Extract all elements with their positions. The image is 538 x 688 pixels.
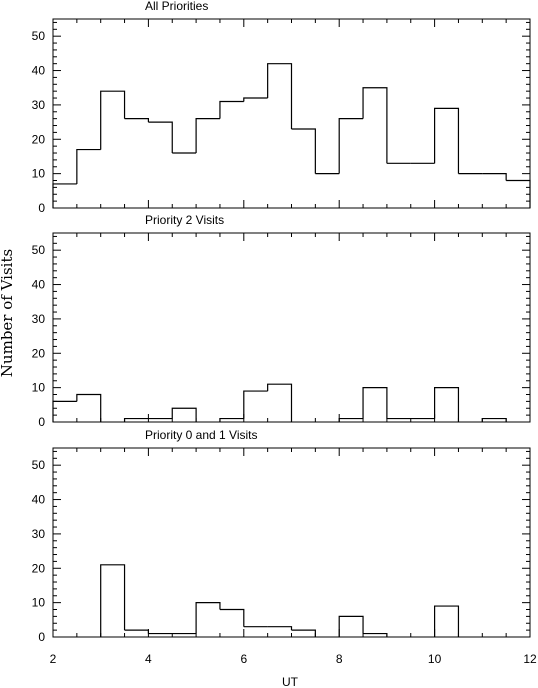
y-tick-label: 0 — [38, 201, 45, 215]
histogram-bar — [434, 387, 460, 422]
histogram-bar — [434, 605, 460, 637]
histogram-bar — [362, 387, 388, 419]
panel-title: Priority 0 and 1 Visits — [145, 428, 258, 442]
y-tick-label: 10 — [32, 596, 46, 610]
histogram-bar — [52, 400, 77, 422]
histogram-bar — [434, 107, 460, 174]
y-tick-label: 50 — [32, 243, 46, 257]
y-tick-label: 40 — [32, 278, 46, 292]
histogram-panel-1: 0 10 20 30 40 50 All Priorities — [32, 0, 531, 215]
y-tick-label: 50 — [32, 458, 46, 472]
histogram-bar — [100, 564, 126, 637]
x-tick-label: 2 — [50, 652, 57, 666]
histogram-bar — [267, 383, 293, 422]
histogram-bar — [243, 97, 268, 102]
histogram-bar — [76, 393, 102, 422]
histogram-bar — [148, 121, 173, 154]
y-tick-label: 20 — [32, 561, 46, 575]
histogram-bar — [482, 173, 507, 181]
x-axis-label: UT — [282, 675, 299, 688]
histogram-bar — [362, 87, 388, 164]
histogram-bar — [171, 407, 197, 422]
histogram-bar — [506, 179, 531, 208]
histogram-bar — [338, 615, 364, 637]
y-tick-label: 40 — [32, 64, 46, 78]
y-tick-label: 20 — [32, 132, 46, 146]
x-tick-label: 6 — [240, 652, 247, 666]
histogram-bar — [267, 63, 293, 129]
y-tick-label: 10 — [32, 167, 46, 181]
histogram-panel-3: 0 10 20 30 40 50 2 4 6 8 10 12 Priority 0 and 1 Visi… — [32, 428, 537, 666]
histogram-bar — [219, 417, 244, 422]
histogram-bar — [124, 118, 149, 123]
histogram-bar — [195, 118, 220, 154]
y-tick-label: 50 — [32, 29, 46, 43]
y-tick-label: 0 — [38, 415, 45, 429]
histogram-bar — [100, 90, 126, 150]
y-tick-label: 20 — [32, 346, 46, 360]
histogram-bar — [124, 629, 149, 634]
histogram-bar — [338, 118, 364, 174]
histogram-panel-2: 0 10 20 30 40 50 Priority 2 Visits — [32, 213, 531, 429]
panel-title: All Priorities — [145, 0, 208, 13]
histogram-bar — [195, 602, 221, 634]
y-tick-label: 30 — [32, 527, 46, 541]
x-tick-label: 4 — [145, 652, 152, 666]
histogram-bar — [243, 390, 268, 419]
histogram-bar — [52, 183, 77, 208]
histogram-bar — [481, 417, 507, 422]
histogram-bar — [267, 626, 293, 631]
panel-title: Priority 2 Visits — [145, 213, 224, 227]
y-tick-label: 0 — [38, 630, 45, 644]
histogram-bar — [123, 417, 149, 422]
histogram-bar — [363, 632, 388, 637]
y-tick-label: 30 — [32, 98, 46, 112]
histogram-bar — [76, 148, 101, 184]
x-tick-label: 10 — [428, 652, 442, 666]
histogram-bar — [338, 417, 364, 422]
y-tick-label: 30 — [32, 312, 46, 326]
y-tick-label: 10 — [32, 381, 46, 395]
histogram-bar — [219, 100, 244, 119]
x-tick-label: 12 — [523, 652, 537, 666]
histogram-bar — [291, 629, 316, 637]
y-tick-label: 40 — [32, 493, 46, 507]
histogram-bar — [219, 608, 245, 627]
histogram-bar — [291, 128, 316, 174]
x-tick-label: 8 — [336, 652, 343, 666]
y-axis-label: Number of Visits — [0, 249, 16, 377]
